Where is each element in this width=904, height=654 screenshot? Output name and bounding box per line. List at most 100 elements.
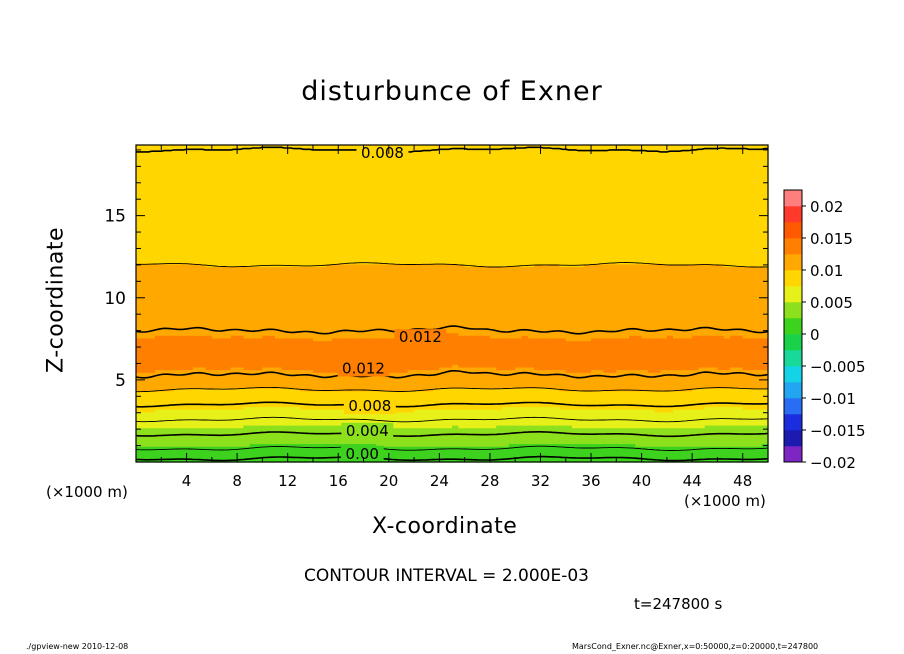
heatmap-cell — [363, 340, 371, 344]
heatmap-cell — [167, 155, 175, 159]
heatmap-cell — [230, 274, 238, 278]
heatmap-cell — [363, 218, 371, 223]
heatmap-cell — [243, 337, 251, 342]
heatmap-cell — [148, 205, 156, 209]
heatmap-cell — [331, 351, 339, 355]
heatmap-cell — [382, 226, 390, 231]
heatmap-cell — [382, 240, 390, 244]
heatmap-cell — [218, 269, 226, 273]
heatmap-cell — [281, 356, 289, 360]
heatmap-cell — [319, 448, 327, 453]
heatmap-cell — [382, 324, 390, 328]
heatmap-cell — [249, 335, 257, 339]
heatmap-cell — [294, 414, 301, 418]
heatmap-cell — [173, 459, 181, 463]
heatmap-cell — [331, 324, 339, 328]
heatmap-cell — [224, 218, 232, 223]
heatmap-cell — [395, 261, 403, 265]
heatmap-cell — [312, 377, 320, 381]
heatmap-cell — [186, 184, 194, 188]
heatmap-cell — [186, 358, 194, 363]
heatmap-cell — [249, 306, 257, 310]
heatmap-cell — [205, 292, 213, 297]
heatmap-cell — [230, 398, 238, 402]
heatmap-cell — [300, 435, 308, 439]
heatmap-cell — [136, 295, 143, 299]
heatmap-cell — [192, 361, 200, 365]
heatmap-cell — [344, 414, 352, 418]
heatmap-cell — [312, 179, 320, 183]
heatmap-cell — [281, 454, 289, 458]
heatmap-cell — [180, 380, 188, 384]
heatmap-cell — [331, 316, 339, 320]
heatmap-cell — [369, 329, 377, 334]
heatmap-cell — [243, 218, 251, 223]
heatmap-cell — [331, 245, 339, 249]
heatmap-cell — [218, 311, 226, 315]
heatmap-cell — [275, 438, 282, 442]
heatmap-cell — [395, 395, 403, 400]
heatmap-cell — [306, 409, 314, 413]
heatmap-cell — [262, 440, 270, 445]
heatmap-cell — [300, 432, 308, 437]
heatmap-cell — [243, 163, 251, 167]
heatmap-cell — [300, 150, 308, 154]
heatmap-cell — [294, 385, 301, 389]
heatmap-cell — [167, 438, 175, 442]
heatmap-cell — [211, 306, 219, 310]
heatmap-cell — [186, 351, 194, 355]
heatmap-cell — [338, 266, 346, 270]
heatmap-cell — [173, 166, 181, 170]
heatmap-cell — [281, 211, 289, 215]
heatmap-cell — [262, 388, 270, 392]
heatmap-cell — [350, 150, 358, 154]
heatmap-cell — [167, 353, 175, 357]
heatmap-cell — [287, 435, 295, 439]
heatmap-cell — [388, 216, 396, 220]
heatmap-cell — [369, 197, 377, 202]
heatmap-cell — [167, 232, 175, 236]
heatmap-cell — [262, 224, 270, 228]
heatmap-cell — [268, 160, 276, 165]
heatmap-cell — [186, 279, 194, 283]
heatmap-cell — [199, 163, 207, 167]
heatmap-cell — [173, 285, 181, 289]
heatmap-cell — [338, 374, 346, 379]
heatmap-cell — [319, 282, 327, 286]
heatmap-cell — [148, 163, 156, 167]
heatmap-cell — [237, 232, 245, 236]
heatmap-cell — [180, 174, 188, 178]
heatmap-cell — [312, 211, 320, 215]
heatmap-cell — [180, 314, 188, 318]
heatmap-cell — [312, 242, 320, 246]
heatmap-cell — [287, 308, 295, 313]
heatmap-cell — [142, 382, 150, 386]
heatmap-cell — [268, 414, 276, 418]
heatmap-cell — [331, 152, 339, 157]
heatmap-cell — [180, 393, 188, 397]
heatmap-cell — [319, 314, 327, 318]
heatmap-cell — [325, 285, 333, 289]
heatmap-cell — [192, 282, 200, 286]
heatmap-cell — [268, 393, 276, 397]
heatmap-cell — [312, 205, 320, 209]
heatmap-cell — [230, 200, 238, 204]
heatmap-cell — [230, 145, 238, 149]
heatmap-cell — [376, 250, 384, 254]
heatmap-cell — [357, 279, 365, 283]
heatmap-cell — [268, 203, 276, 207]
heatmap-cell — [186, 303, 194, 307]
heatmap-cell — [363, 269, 371, 273]
heatmap-cell — [154, 211, 162, 215]
heatmap-cell — [300, 443, 308, 447]
heatmap-cell — [312, 353, 320, 357]
heatmap-cell — [243, 303, 251, 307]
heatmap-cell — [186, 446, 194, 450]
heatmap-cell — [142, 358, 150, 363]
heatmap-cell — [281, 321, 289, 326]
heatmap-cell — [382, 234, 390, 239]
heatmap-cell — [218, 327, 226, 331]
heatmap-cell — [294, 406, 301, 410]
heatmap-cell — [186, 335, 194, 339]
heatmap-cell — [180, 213, 188, 217]
